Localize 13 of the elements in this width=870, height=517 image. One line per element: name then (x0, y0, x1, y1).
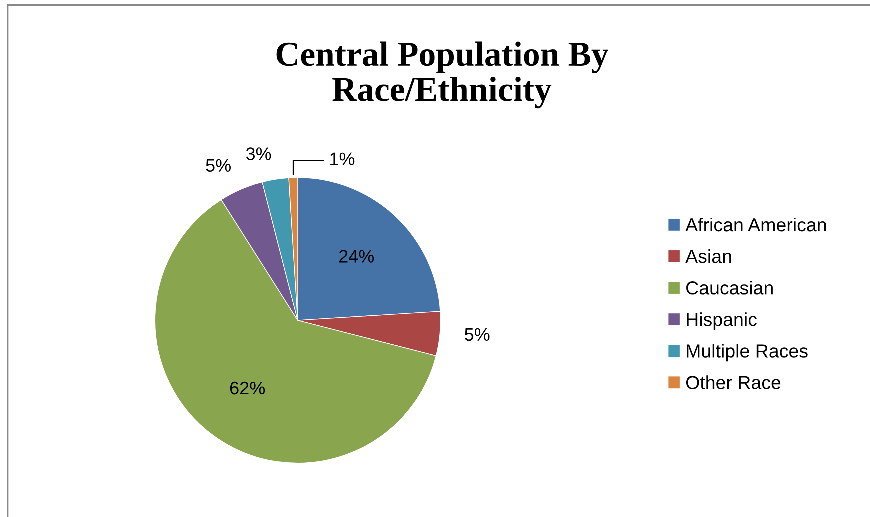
legend-label: African American (686, 218, 826, 232)
data-label: 1% (330, 152, 355, 166)
legend-label: Asian (686, 249, 732, 264)
data-label: 62% (230, 382, 266, 395)
data-label: 5% (465, 328, 490, 342)
legend-label: Other Race (686, 376, 781, 390)
data-label: 5% (206, 159, 231, 172)
chart-title: Central Population By Race/Ethnicity (276, 42, 608, 109)
legend-label: Multiple Races (687, 344, 808, 362)
legend-label: Hispanic (687, 312, 757, 330)
data-label: 24% (339, 250, 374, 263)
legend-label: Caucasian (686, 281, 773, 295)
data-label: 3% (246, 148, 272, 160)
